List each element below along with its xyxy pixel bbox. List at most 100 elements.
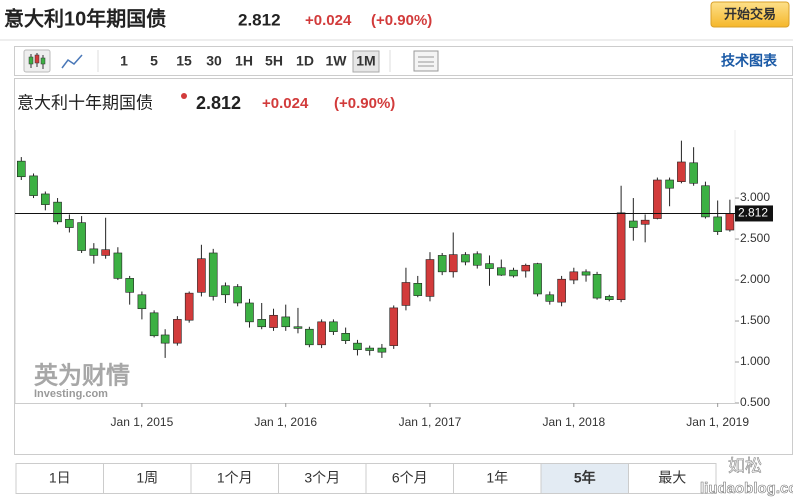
y-tick-label: 2.500 — [740, 231, 770, 245]
candle-body — [125, 278, 134, 293]
range-tab-label[interactable]: 最大 — [658, 470, 686, 486]
y-tick-label: 2.000 — [740, 272, 770, 286]
candle-body — [149, 312, 159, 337]
interval-button[interactable]: 1H — [235, 53, 253, 69]
y-tick-label: 3.000 — [740, 190, 770, 204]
range-tab-label[interactable]: 1周 — [136, 470, 158, 486]
chart-price: 2.812 — [196, 93, 241, 113]
candle-body — [341, 333, 350, 341]
interval-button[interactable]: 30 — [206, 53, 222, 69]
candle-body — [305, 328, 314, 346]
interval-button[interactable]: 5 — [150, 53, 158, 69]
range-tab[interactable] — [15, 463, 104, 494]
trade-button-label[interactable]: 开始交易 — [724, 6, 776, 21]
interval-button[interactable]: 1D — [296, 53, 314, 69]
candle-body — [233, 286, 242, 304]
chart-title: 意大利十年期国债 — [17, 93, 153, 112]
candle-body — [89, 248, 99, 256]
chart-panel — [14, 78, 793, 455]
range-tab[interactable] — [628, 463, 717, 494]
candle-body — [113, 252, 123, 279]
header-price: 2.812 — [238, 10, 281, 29]
range-tab[interactable] — [453, 463, 542, 494]
last-price-label: 2.812 — [738, 206, 768, 220]
candle-body — [401, 282, 411, 306]
range-tab[interactable] — [190, 463, 279, 494]
candle-body — [160, 334, 170, 344]
range-tab[interactable] — [278, 463, 367, 494]
last-price-box — [735, 205, 773, 222]
toolbar — [14, 46, 793, 76]
range-tab-label[interactable]: 1日 — [49, 470, 71, 486]
candle-body — [545, 294, 555, 302]
x-tick-label: Jan 1, 2017 — [399, 415, 462, 429]
interval-button[interactable]: 1W — [326, 53, 348, 69]
candle-body — [208, 252, 218, 297]
candle-body — [713, 216, 722, 232]
y-tick-label: 1.500 — [740, 313, 770, 327]
candles: 3.000 2.500 2.000 1.500 1.000 0.500 Jan 1, 201… — [15, 140, 773, 429]
header-change: +0.024 — [305, 12, 352, 29]
candle-body — [53, 201, 62, 223]
candle-body — [221, 285, 230, 296]
candle-body — [413, 283, 423, 296]
live-dot — [181, 93, 187, 99]
interval-button[interactable]: 15 — [176, 53, 192, 69]
candle-body — [485, 263, 494, 269]
candle-body — [173, 319, 182, 344]
candle-body — [677, 161, 686, 182]
candle-body — [653, 179, 662, 219]
candle-body — [353, 342, 362, 351]
range-tab[interactable] — [365, 463, 454, 494]
range-tab-label[interactable]: 5年 — [574, 470, 596, 486]
candle-body — [257, 319, 266, 328]
candle-icon — [28, 53, 46, 69]
candle-body — [389, 307, 399, 346]
candle-body — [101, 249, 110, 256]
studies-link[interactable]: 技术图表 — [721, 53, 778, 69]
page-title: 意大利10年期国债 — [4, 6, 166, 30]
y-tick-label: 1.000 — [740, 354, 770, 368]
candle-body — [629, 220, 638, 228]
trade-button[interactable] — [710, 1, 790, 28]
range-tab-label[interactable]: 1个月 — [217, 470, 253, 486]
range-tabs: 1日 1周 1个月 3个月 6个月 1年 5年 最大 — [15, 463, 717, 494]
candle-body — [701, 185, 710, 218]
candle-body — [557, 278, 566, 303]
candle-body — [269, 314, 278, 328]
watermark-blog-url: liudaoblog.com — [700, 480, 793, 497]
candle-body — [592, 273, 602, 299]
candle-body — [569, 271, 579, 281]
interval-button[interactable]: 5H — [265, 53, 283, 69]
range-tab-label[interactable]: 3个月 — [304, 470, 340, 486]
candle-body — [497, 267, 506, 276]
candle-body — [77, 222, 86, 251]
candle-body — [437, 255, 447, 273]
candle-body — [425, 259, 435, 297]
interval-button[interactable]: 1 — [120, 53, 128, 69]
candle-body — [472, 253, 482, 266]
line-icon[interactable] — [61, 54, 83, 69]
range-tab-label[interactable]: 6个月 — [392, 470, 428, 486]
x-tick-label: Jan 1, 2015 — [111, 415, 174, 429]
watermark-brand-cn: 英为财情 — [34, 362, 130, 389]
candle-body — [725, 213, 735, 231]
candle-body — [29, 175, 38, 196]
candle-body — [137, 294, 147, 310]
candle-body — [533, 263, 542, 295]
candle-body — [41, 193, 50, 205]
layout-icon[interactable] — [413, 50, 439, 72]
candle-body — [184, 292, 194, 321]
interval-selected[interactable] — [352, 50, 380, 73]
candle-body — [329, 321, 338, 332]
candle-body — [521, 264, 531, 272]
candle-body — [665, 179, 674, 189]
candle-body — [377, 347, 387, 353]
range-tab-label[interactable]: 1年 — [486, 470, 508, 486]
candle-body — [317, 321, 326, 346]
interval-button[interactable]: 1M — [356, 53, 375, 69]
candle-body — [461, 254, 470, 263]
header-change-percent: (+0.90%) — [371, 12, 432, 29]
candle-body — [616, 212, 626, 301]
